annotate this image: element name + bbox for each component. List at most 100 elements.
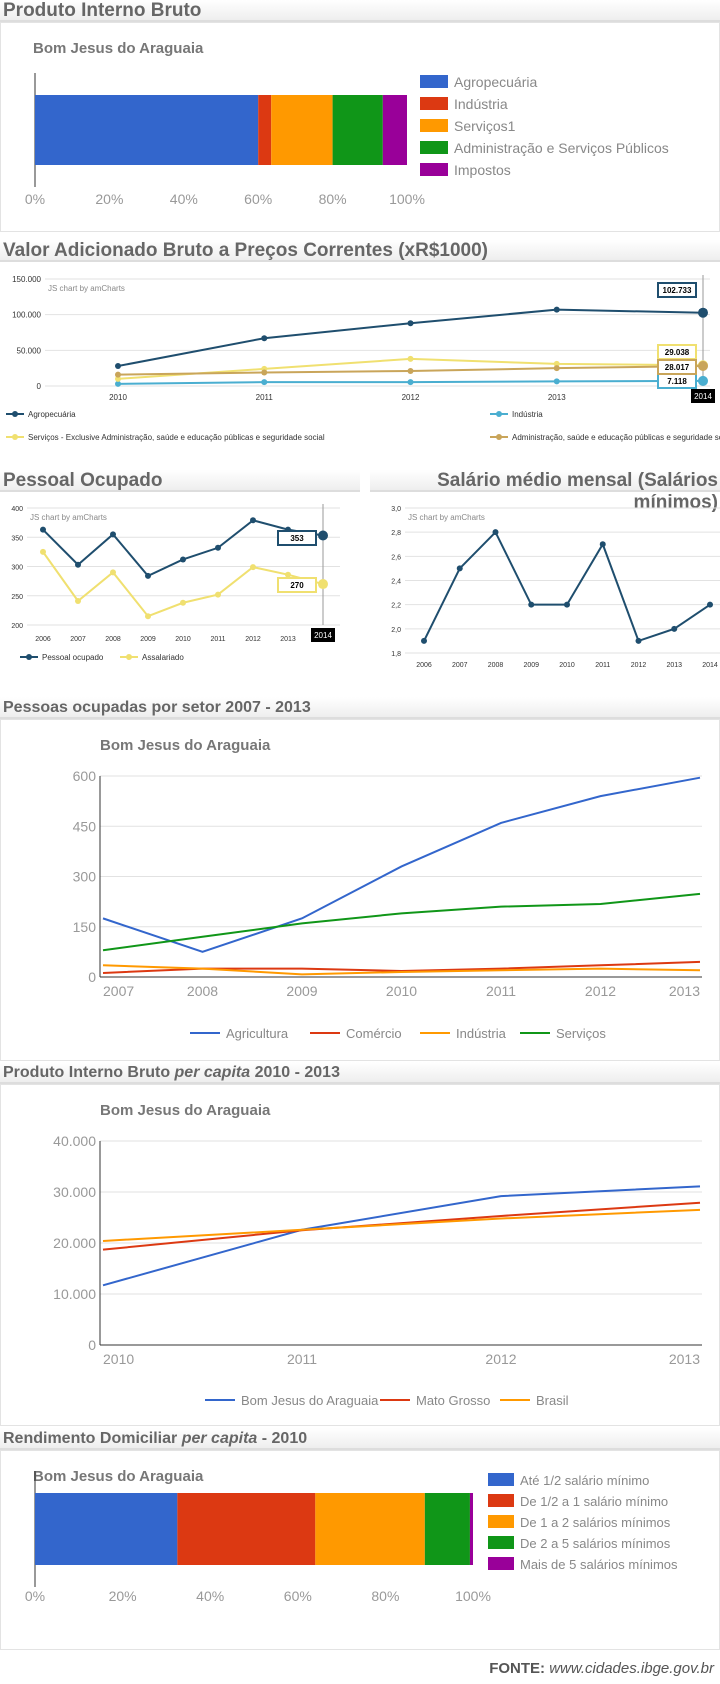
data-point [707,601,713,608]
legend-swatch [420,119,448,132]
x-tick-label: 20% [109,1588,137,1604]
data-point [40,548,46,555]
value-balloon [657,282,697,298]
data-point [115,380,121,387]
legend-label: De 1 a 2 salários mínimos [520,1515,671,1530]
legend-marker [126,654,132,660]
bar-segment [35,1493,178,1565]
y-tick-label: 2,4 [391,579,401,586]
legend-label: Assalariado [142,653,184,662]
data-point [40,526,46,533]
footer-label: FONTE: [489,1660,550,1677]
bar-segment [177,1493,316,1565]
series-line [102,892,701,952]
data-point [421,637,427,644]
section-header-percapita: Produto Interno Bruto per capita 2010 - … [0,1062,720,1084]
y-tick-label: 2,0 [391,627,401,634]
chart-title: Bom Jesus do Araguaia [33,40,204,57]
data-point [318,530,328,541]
legend-label: Bom Jesus do Araguaia [241,1393,379,1408]
x-tick-label: 2012 [402,393,420,402]
legend-swatch [420,75,448,88]
footer-source: FONTE: www.cidades.ibge.gov.br [489,1660,714,1677]
legend-label: Agropecuária [28,410,76,419]
data-point [145,572,151,579]
data-point [698,375,708,386]
series-line [102,1208,701,1242]
header-text: 2010 - 2013 [250,1064,340,1081]
value-label: 353 [290,534,304,543]
header-text: Produto Interno Bruto [3,1064,175,1081]
watermark: JS chart by amCharts [30,513,107,522]
value-label: 270 [290,581,304,590]
data-point [528,601,535,608]
data-point [407,368,414,375]
legend-swatch [488,1557,514,1570]
data-point [553,360,560,367]
data-point [553,306,560,313]
data-point [407,320,414,327]
x-tick-label: 100% [389,191,425,207]
data-point [261,379,268,386]
y-tick-label: 400 [11,506,23,513]
x-tick-label: 2014 [702,662,718,669]
y-tick-label: 2,8 [391,530,401,537]
watermark: JS chart by amCharts [408,513,485,522]
y-tick-label: 2,6 [391,554,401,561]
y-tick-label: 10.000 [53,1286,96,1302]
x-tick-label: 2012 [631,662,647,669]
section-header-setor: Pessoas ocupadas por setor 2007 - 2013 [0,697,720,719]
legend-label: Agricultura [226,1026,289,1041]
legend-label: De 2 a 5 salários mínimos [520,1536,671,1551]
bar-segment [258,95,272,165]
header-italic: per capita [181,1430,258,1447]
x-tick-label: 2008 [488,662,504,669]
y-tick-label: 1,8 [391,651,401,658]
legend-label: Mato Grosso [416,1393,490,1408]
bar-segment [315,1493,425,1565]
value-balloon [277,577,317,593]
data-point [599,541,606,548]
series-line [102,1201,701,1251]
data-point [75,561,81,568]
legend-label: Administração, saúde e educação públicas… [512,433,720,442]
chart-title: Bom Jesus do Araguaia [100,1102,271,1119]
legend-swatch [420,163,448,176]
legend-label: Serviços1 [454,118,516,134]
x-tick-label: 2008 [105,636,121,643]
y-tick-label: 0 [88,1337,96,1353]
x-tick-label: 40% [196,1588,224,1604]
data-point [698,361,708,372]
chart-title: Bom Jesus do Araguaia [100,737,271,754]
data-point [261,335,268,342]
data-point [145,613,151,620]
x-tick-label: 2013 [666,662,682,669]
section-header-pib: Produto Interno Bruto [0,0,720,22]
data-point [261,369,268,376]
x-tick-label: 2013 [669,1351,700,1367]
legend-swatch [420,141,448,154]
y-tick-label: 3,0 [391,506,401,513]
x-tick-label: 80% [319,191,347,207]
section-header-vab: Valor Adicionado Bruto a Preços Corrente… [0,240,720,262]
legend-label: Comércio [346,1026,402,1041]
series-line [102,964,701,976]
legend-label: Indústria [454,96,508,112]
x-tick-label: 2006 [416,662,432,669]
series-line [42,519,324,578]
value-label: 7.118 [667,377,687,386]
footer-link[interactable]: www.cidades.ibge.gov.br [549,1660,714,1677]
y-tick-label: 30.000 [53,1184,96,1200]
y-tick-label: 450 [73,818,97,834]
legend-label: Indústria [456,1026,507,1041]
legend-swatch [488,1473,514,1486]
x-tick-label: 0% [25,191,45,207]
data-point [564,601,570,608]
chart-title: Bom Jesus do Araguaia [33,1468,204,1485]
y-tick-label: 20.000 [53,1235,96,1251]
legend-label: Agropecuária [454,74,537,90]
data-point [553,365,560,372]
bar-segment [332,95,383,165]
data-point [492,529,499,536]
